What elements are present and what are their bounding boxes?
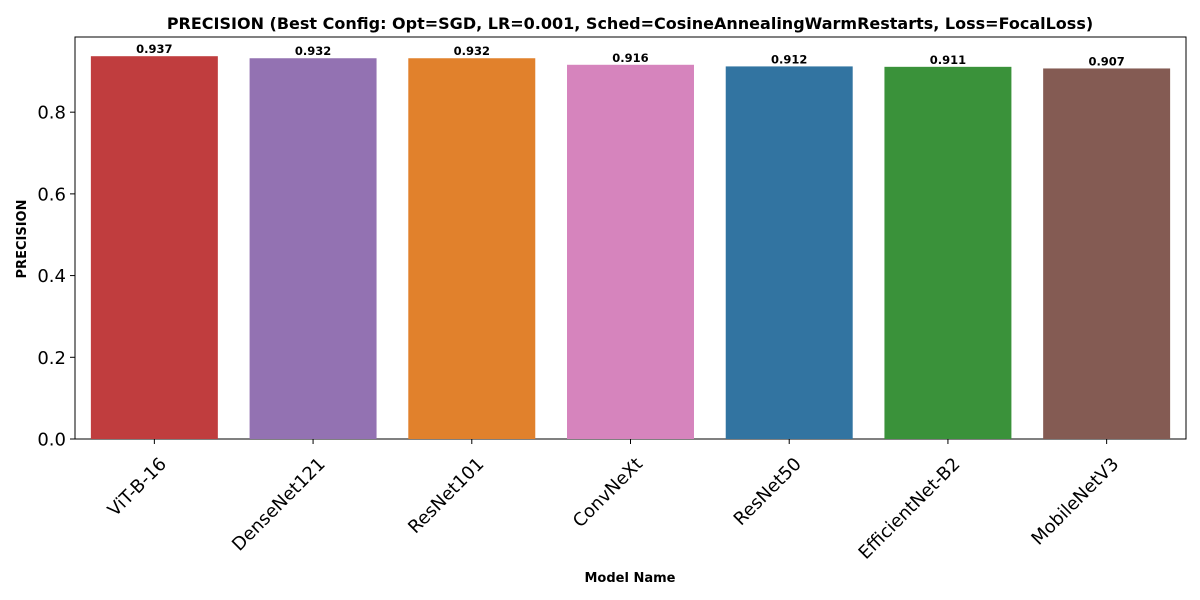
- bar-value-label: 0.916: [612, 51, 648, 65]
- bar: [884, 66, 1012, 439]
- bar-value-label: 0.932: [295, 44, 331, 58]
- bars-group: [90, 56, 1171, 440]
- y-tick-label: 0.0: [37, 430, 66, 451]
- x-tick-label: EfficientNet-B2: [855, 454, 965, 564]
- bar-value-label: 0.912: [771, 52, 807, 66]
- y-tick-label: 0.8: [37, 103, 66, 124]
- y-axis-label: PRECISION: [15, 200, 30, 279]
- x-axis-ticks: ViT-B-16 DenseNet121 ResNet101 ConvNeXt ResN…: [104, 439, 1123, 564]
- x-tick-label: ConvNeXt: [569, 454, 647, 532]
- bar-value-label: 0.937: [136, 42, 172, 56]
- x-tick-label: ResNet101: [404, 454, 488, 538]
- bar: [725, 66, 853, 439]
- y-tick-label: 0.2: [37, 348, 66, 369]
- y-tick-label: 0.6: [37, 184, 66, 205]
- y-tick-label: 0.4: [37, 266, 66, 287]
- x-tick-label: MobileNetV3: [1027, 454, 1123, 550]
- x-tick-label: DenseNet121: [228, 454, 330, 556]
- chart-title: PRECISION (Best Config: Opt=SGD, LR=0.00…: [167, 14, 1093, 33]
- x-axis-label: Model Name: [585, 571, 676, 586]
- bar-value-label: 0.907: [1088, 54, 1124, 68]
- bar: [567, 64, 694, 439]
- bar-value-label: 0.932: [454, 44, 490, 58]
- bar: [1043, 68, 1171, 440]
- x-tick-label: ResNet50: [730, 454, 806, 530]
- bar-labels-group: 0.937 0.932 0.932 0.916 0.912 0.911 0.907: [136, 42, 1125, 68]
- bar: [249, 58, 377, 440]
- y-axis-ticks: 0.0 0.2 0.4 0.6 0.8: [37, 103, 75, 451]
- bar-value-label: 0.911: [930, 53, 966, 67]
- bar: [90, 56, 218, 439]
- bar: [408, 58, 536, 440]
- x-tick-label: ViT-B-16: [104, 454, 171, 521]
